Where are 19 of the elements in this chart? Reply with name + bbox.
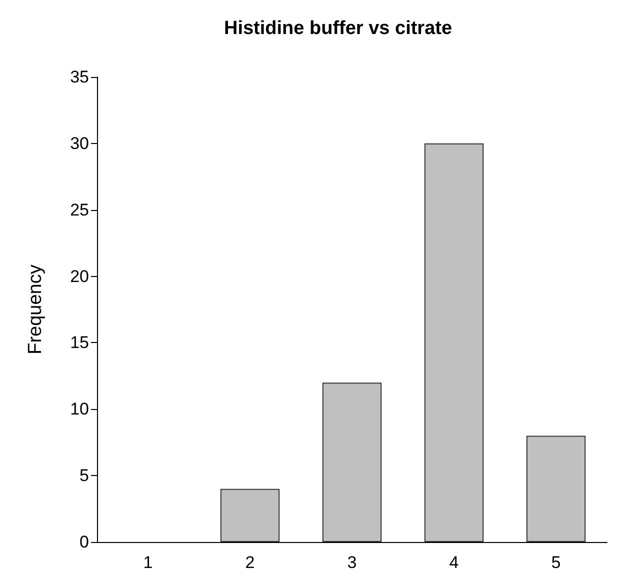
y-tick-label: 35 bbox=[70, 68, 89, 86]
y-tick-label: 10 bbox=[70, 400, 89, 419]
bar bbox=[424, 143, 484, 542]
x-tick-label: 5 bbox=[551, 553, 561, 572]
y-tick-label: 0 bbox=[80, 532, 89, 552]
x-tick-label: 1 bbox=[143, 553, 153, 572]
bar bbox=[322, 382, 382, 542]
x-tick-label: 3 bbox=[347, 553, 357, 572]
bar bbox=[526, 436, 586, 542]
chart-title: Histidine buffer vs citrate bbox=[224, 18, 452, 39]
y-tick-label: 5 bbox=[80, 466, 89, 486]
y-axis-title: Frequency bbox=[25, 264, 46, 354]
x-tick-label: 2 bbox=[245, 553, 255, 572]
x-tick-label: 4 bbox=[449, 553, 459, 572]
bar bbox=[220, 488, 280, 542]
y-tick-label: 30 bbox=[70, 134, 89, 153]
y-tick-label: 20 bbox=[70, 266, 89, 286]
y-tick-label: 15 bbox=[70, 333, 89, 352]
y-tick-label: 25 bbox=[70, 200, 89, 220]
